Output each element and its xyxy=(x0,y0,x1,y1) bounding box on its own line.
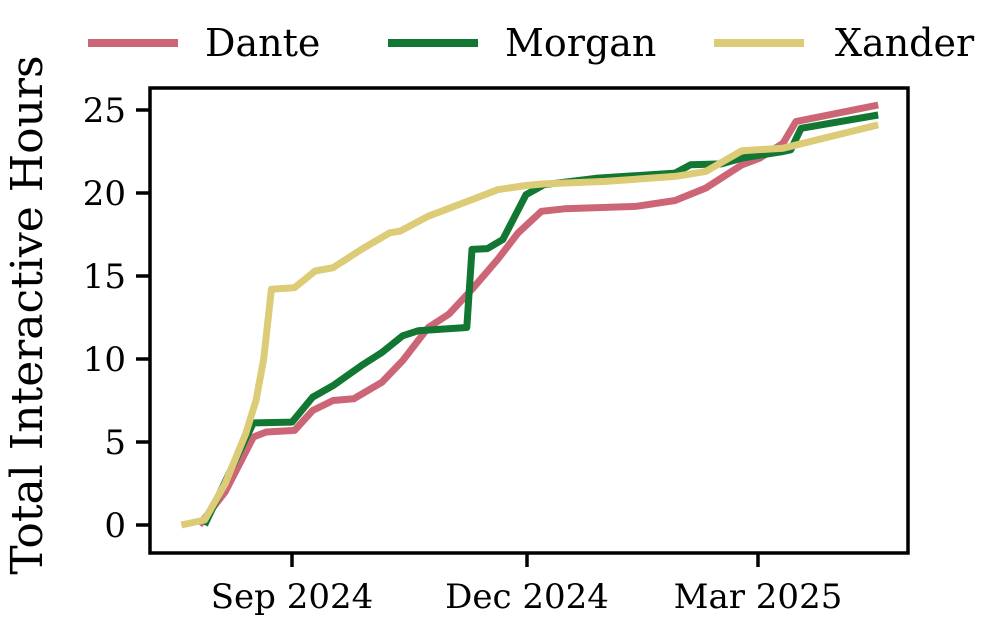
x-ticks xyxy=(290,553,760,567)
legend-swatch-xander xyxy=(714,39,804,47)
y-ticks xyxy=(136,108,150,527)
legend-label-xander: Xander xyxy=(835,21,975,65)
series-line-morgan xyxy=(201,111,879,527)
plot-series xyxy=(180,101,880,529)
x-tick-label-mar2025: Mar 2025 xyxy=(674,577,843,617)
x-tick-label-dec2024: Dec 2024 xyxy=(445,577,609,617)
plot-border xyxy=(148,86,910,555)
y-tick-label-10: 10 xyxy=(83,340,126,380)
legend-item-xander: Xander xyxy=(714,21,975,65)
y-tick-label-15: 15 xyxy=(83,257,126,297)
x-tick-labels: Sep 2024 Dec 2024 Mar 2025 xyxy=(211,577,843,617)
y-tick-label-25: 25 xyxy=(83,91,126,131)
y-tick-labels: 0 5 10 15 20 25 xyxy=(83,91,126,546)
legend-swatch-dante xyxy=(88,39,178,47)
legend: Dante Morgan Xander xyxy=(88,21,975,65)
legend-label-morgan: Morgan xyxy=(505,21,656,65)
series-line-dante xyxy=(196,101,879,528)
legend-item-dante: Dante xyxy=(88,21,320,65)
y-axis-label: Total Interactive Hours xyxy=(2,55,53,574)
y-tick-label-5: 5 xyxy=(104,423,126,463)
legend-label-dante: Dante xyxy=(205,21,320,65)
legend-item-morgan: Morgan xyxy=(388,21,656,65)
x-tick-label-sep2024: Sep 2024 xyxy=(211,577,374,617)
y-tick-label-20: 20 xyxy=(83,174,126,214)
y-tick-label-0: 0 xyxy=(104,506,126,546)
legend-swatch-morgan xyxy=(388,39,478,47)
series-line-xander xyxy=(180,121,880,529)
